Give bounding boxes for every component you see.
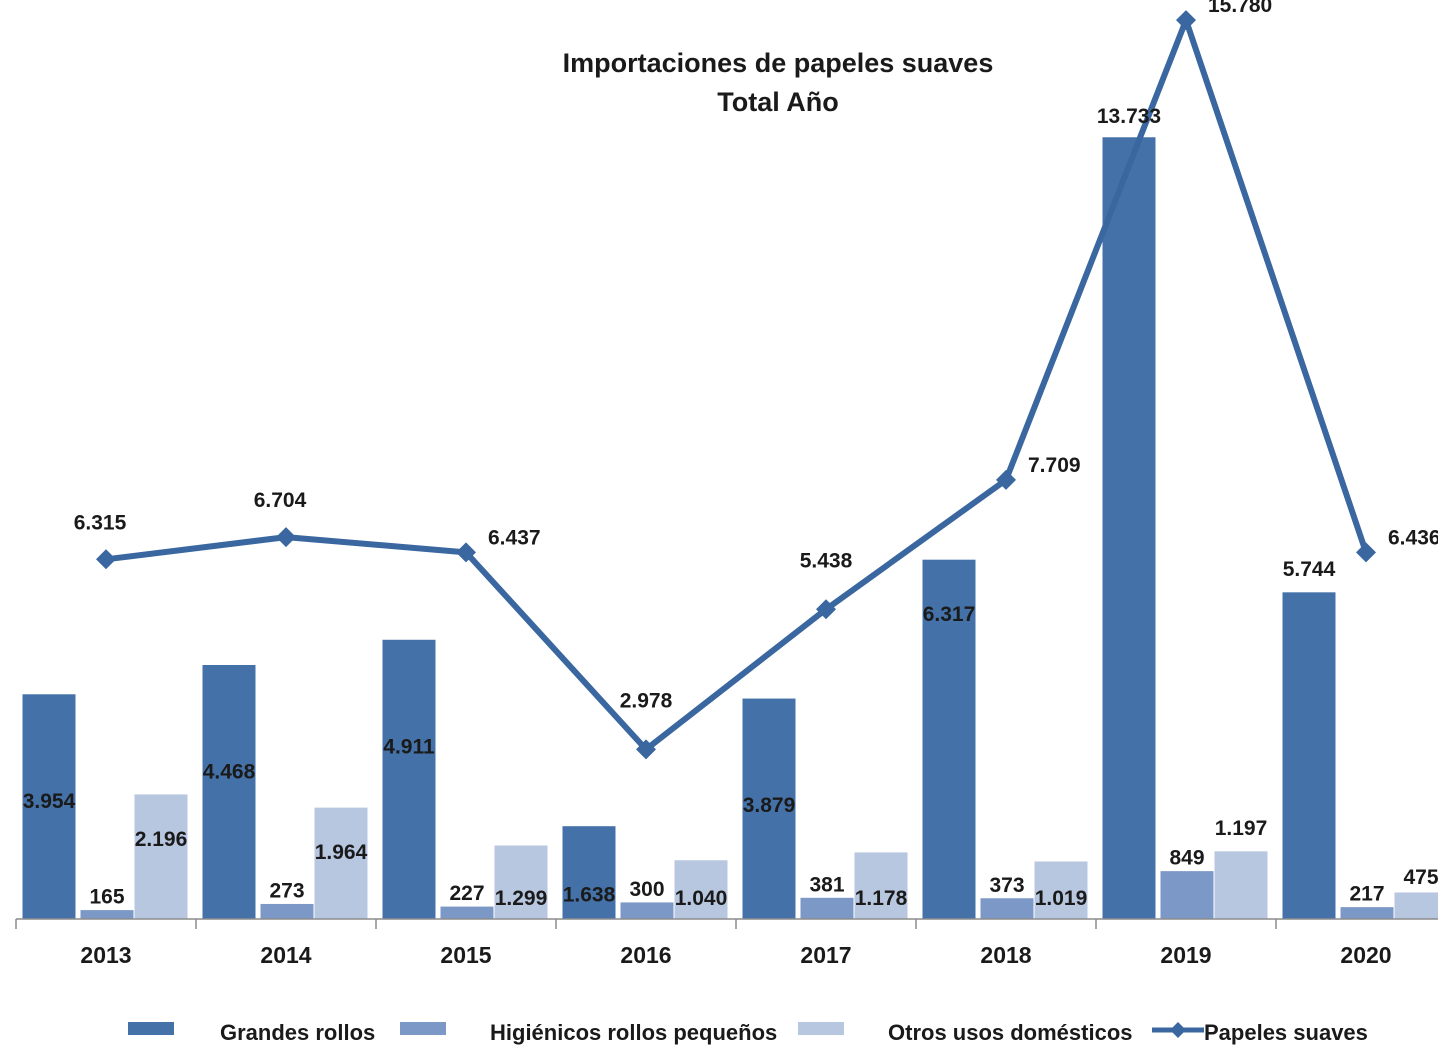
x-tick-label-2013: 2013 — [80, 942, 131, 968]
bar-data-label-0-2013: 3.954 — [23, 790, 76, 813]
bar-0-2014 — [201, 664, 257, 920]
line-marker-2013 — [96, 549, 116, 570]
bar-1-2020 — [1339, 906, 1395, 920]
line-marker-2020 — [1356, 542, 1376, 563]
bar-2-2013 — [133, 793, 189, 920]
bar-data-label-0-2018: 6.317 — [923, 603, 976, 626]
bar-0-2018 — [921, 558, 977, 920]
bar-2-2020 — [1393, 891, 1438, 920]
bar-data-label-2-2014: 1.964 — [315, 841, 368, 864]
legend-label-2: Otros usos domésticos — [888, 1020, 1133, 1045]
bar-data-label-0-2015: 4.911 — [383, 735, 435, 758]
data-labels-layer: 3.954 4.468 4.911 1.638 3.879 6.317 13.733 5.74… — [23, 0, 1438, 910]
x-tick-label-2017: 2017 — [800, 942, 851, 968]
bars-layer — [21, 136, 1438, 920]
chart-title-line-1: Importaciones de papeles suaves — [563, 48, 994, 78]
bar-1-2014 — [259, 902, 315, 920]
bar-data-label-1-2016: 300 — [629, 878, 664, 901]
bar-2-2017 — [853, 851, 909, 920]
bar-data-label-1-2018: 373 — [989, 874, 1024, 897]
bar-1-2016 — [619, 901, 675, 920]
bar-data-label-0-2017: 3.879 — [743, 794, 796, 817]
bar-2-2015 — [493, 844, 549, 920]
bar-data-label-2-2016: 1.040 — [675, 887, 728, 910]
legend-swatch-marker — [1170, 1022, 1186, 1038]
legend-swatch-1 — [400, 1022, 446, 1035]
bar-data-label-0-2016: 1.638 — [563, 884, 616, 907]
bar-data-label-2-2015: 1.299 — [495, 887, 548, 910]
bar-1-2019 — [1159, 870, 1215, 920]
legend: Grandes rollos Higiénicos rollos pequeños… — [128, 1020, 1368, 1045]
bar-data-label-2-2020: 475 — [1403, 866, 1438, 889]
bar-0-2020 — [1281, 591, 1337, 920]
bar-0-2015 — [381, 638, 437, 920]
line-data-label-2020: 6.436 — [1388, 526, 1438, 549]
line-marker-2015 — [456, 542, 476, 563]
line-data-label-2017: 5.438 — [800, 549, 853, 572]
bar-data-label-2-2018: 1.019 — [1035, 887, 1088, 910]
bar-data-label-0-2020: 5.744 — [1283, 558, 1336, 581]
line-marker-2017 — [816, 599, 836, 620]
bar-0-2013 — [21, 693, 77, 920]
bar-data-label-0-2014: 4.468 — [203, 761, 256, 784]
bar-data-label-1-2020: 217 — [1349, 883, 1384, 906]
line-marker-2016 — [636, 739, 656, 760]
bar-data-label-2-2017: 1.178 — [855, 887, 908, 910]
x-tick-label-2018: 2018 — [980, 942, 1031, 968]
chart-title-line-2: Total Año — [717, 87, 838, 117]
bar-1-2018 — [979, 897, 1035, 920]
bar-data-label-0-2019: 13.733 — [1097, 105, 1161, 128]
bar-2-2019 — [1213, 850, 1269, 920]
bar-data-label-1-2013: 165 — [89, 886, 124, 909]
line-data-label-2013: 6.315 — [74, 511, 127, 534]
line-data-label-2016: 2.978 — [620, 689, 673, 712]
bar-1-2015 — [439, 905, 495, 920]
line-data-label-2015: 6.437 — [488, 526, 541, 549]
legend-label-0: Grandes rollos — [220, 1020, 375, 1045]
line-papeles-suaves — [105, 17, 1369, 753]
bar-data-label-1-2015: 227 — [449, 882, 484, 905]
bar-0-2016 — [561, 825, 617, 920]
bar-1-2017 — [799, 896, 855, 920]
line-data-label-2014: 6.704 — [254, 489, 307, 512]
legend-swatch-0 — [128, 1022, 174, 1035]
line-data-label-2019: 15.780 — [1208, 0, 1272, 17]
legend-label-3: Papeles suaves — [1204, 1020, 1368, 1045]
x-tick-label-2019: 2019 — [1160, 942, 1211, 968]
line-marker-2014 — [276, 527, 296, 548]
bar-data-label-1-2017: 381 — [809, 873, 844, 896]
line-data-label-2018: 7.709 — [1028, 454, 1081, 477]
x-tick-label-2015: 2015 — [440, 942, 491, 968]
legend-swatch-2 — [798, 1022, 844, 1035]
bar-2-2014 — [313, 806, 369, 920]
line-layer — [96, 10, 1376, 760]
bar-data-label-1-2014: 273 — [269, 879, 304, 902]
x-tick-label-2016: 2016 — [620, 942, 671, 968]
x-tick-label-2020: 2020 — [1340, 942, 1391, 968]
line-marker-2019 — [1176, 10, 1196, 31]
bar-0-2019 — [1101, 136, 1157, 920]
x-tick-label-2014: 2014 — [260, 942, 311, 968]
bar-1-2013 — [79, 909, 135, 920]
bar-data-label-1-2019: 849 — [1169, 847, 1204, 870]
bar-data-label-2-2013: 2.196 — [135, 828, 188, 851]
bar-data-label-2-2019: 1.197 — [1215, 817, 1268, 840]
line-marker-2018 — [996, 469, 1016, 490]
chart-title: Importaciones de papeles suaves Total Añ… — [563, 48, 994, 117]
legend-label-1: Higiénicos rollos pequeños — [490, 1020, 777, 1045]
x-axis: 2013 2014 2015 2016 2017 2018 2019 2020 — [15, 918, 1438, 968]
bar-0-2017 — [741, 697, 797, 920]
